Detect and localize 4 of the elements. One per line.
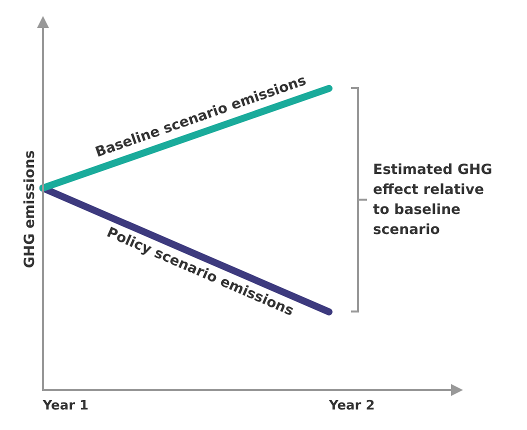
x-tick-label: Year 2	[328, 398, 375, 414]
y-axis-title: GHG emissions	[22, 150, 38, 268]
x-tick-label: Year 1	[42, 398, 89, 414]
annotation: Estimated GHG effect relative to baseline scenario	[373, 161, 494, 240]
